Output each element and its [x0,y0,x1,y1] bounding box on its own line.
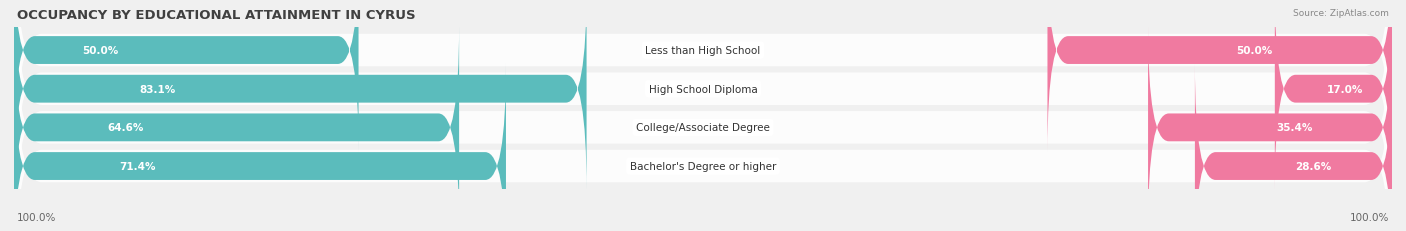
FancyBboxPatch shape [1047,0,1392,152]
FancyBboxPatch shape [14,0,1392,189]
Text: 71.4%: 71.4% [118,161,155,171]
Text: 100.0%: 100.0% [17,212,56,222]
Text: 35.4%: 35.4% [1277,123,1313,133]
FancyBboxPatch shape [1195,65,1392,231]
FancyBboxPatch shape [14,0,586,191]
Text: 50.0%: 50.0% [82,46,118,56]
Text: High School Diploma: High School Diploma [648,84,758,94]
FancyBboxPatch shape [14,0,1392,231]
Text: College/Associate Degree: College/Associate Degree [636,123,770,133]
Text: 83.1%: 83.1% [139,84,176,94]
Text: Source: ZipAtlas.com: Source: ZipAtlas.com [1294,9,1389,18]
FancyBboxPatch shape [14,0,359,152]
Text: 50.0%: 50.0% [1236,46,1272,56]
Text: OCCUPANCY BY EDUCATIONAL ATTAINMENT IN CYRUS: OCCUPANCY BY EDUCATIONAL ATTAINMENT IN C… [17,9,416,22]
Text: 64.6%: 64.6% [107,123,143,133]
FancyBboxPatch shape [1149,26,1392,229]
Text: 28.6%: 28.6% [1295,161,1331,171]
FancyBboxPatch shape [1275,0,1392,191]
Text: Bachelor's Degree or higher: Bachelor's Degree or higher [630,161,776,171]
Text: 100.0%: 100.0% [1350,212,1389,222]
Text: 17.0%: 17.0% [1327,84,1364,94]
FancyBboxPatch shape [14,28,1392,231]
FancyBboxPatch shape [14,0,1392,227]
Text: Less than High School: Less than High School [645,46,761,56]
FancyBboxPatch shape [14,26,460,229]
FancyBboxPatch shape [14,65,506,231]
